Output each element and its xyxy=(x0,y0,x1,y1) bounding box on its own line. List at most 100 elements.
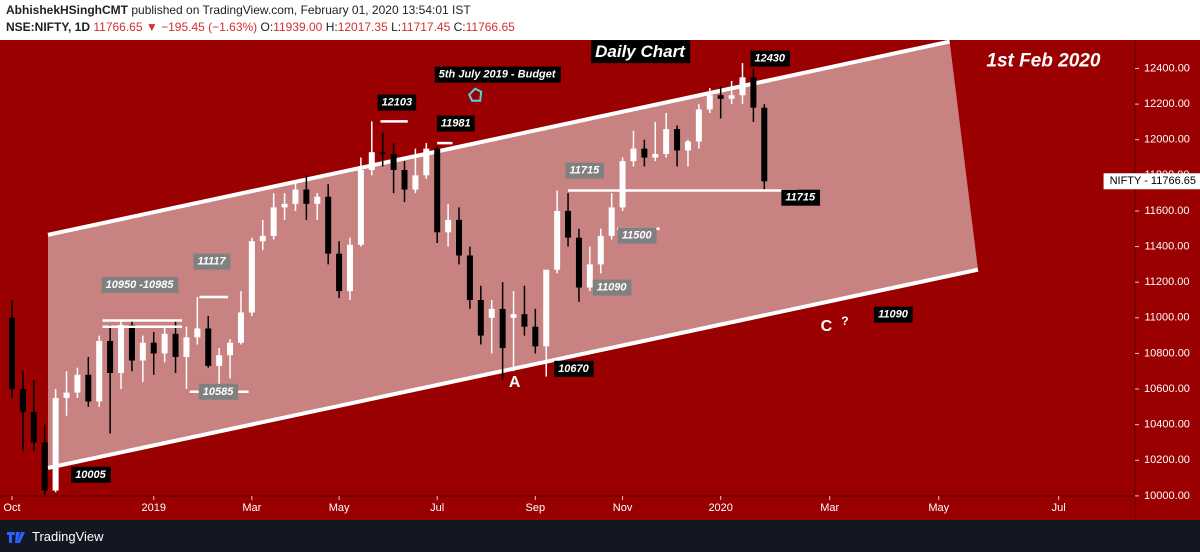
candle-body xyxy=(674,129,681,151)
annotation: 10670 xyxy=(558,363,589,375)
candle-body xyxy=(445,219,452,233)
candle-body xyxy=(248,241,255,313)
candle-body xyxy=(139,342,146,361)
candle-body xyxy=(346,244,353,292)
annotation: 11715 xyxy=(570,165,601,177)
candle-body xyxy=(194,328,201,338)
annotation-box xyxy=(565,162,605,179)
x-tick-label: Sep xyxy=(526,502,546,514)
candle-body xyxy=(466,255,473,300)
y-tick-label: 11200.00 xyxy=(1144,276,1189,288)
budget-icon xyxy=(467,87,483,102)
annotation-box xyxy=(434,66,561,83)
annotation-box xyxy=(198,383,239,400)
candle-body xyxy=(401,169,408,190)
candle-body xyxy=(586,264,593,288)
candle-body xyxy=(390,153,397,170)
candle-body xyxy=(237,312,244,343)
annotation-box xyxy=(436,115,475,132)
candle-body xyxy=(684,141,691,151)
annotation-box xyxy=(71,466,111,483)
ohlc-key: O: xyxy=(260,20,274,34)
y-tick-label: 10000.00 xyxy=(1144,490,1190,502)
candle-body xyxy=(706,95,713,110)
candle-body xyxy=(325,196,332,254)
candle-body xyxy=(565,210,572,238)
candle-body xyxy=(150,342,157,354)
ohlc-key: H: xyxy=(325,20,338,34)
annotation: 12103 xyxy=(382,97,413,109)
ohlc-value: 11939.00 xyxy=(273,20,323,34)
candle-body xyxy=(216,355,223,366)
annotation: 11090 xyxy=(597,282,628,294)
candle-body xyxy=(30,412,37,443)
y-tick-label: 12400.00 xyxy=(1144,62,1190,74)
candle-body xyxy=(543,269,550,347)
y-tick-label: 10200.00 xyxy=(1144,454,1190,466)
annotation: 10950 -10985 xyxy=(106,279,175,291)
candle-body xyxy=(205,328,212,366)
annotation: C xyxy=(821,318,833,335)
annotation: 11090 xyxy=(878,309,909,321)
candle-body xyxy=(477,299,484,336)
y-tick-label: 11400.00 xyxy=(1144,240,1189,252)
candle-body xyxy=(85,374,92,402)
y-tick-label: 11000.00 xyxy=(1144,312,1189,324)
candle-body xyxy=(96,340,103,402)
annotation: 1st Feb 2020 xyxy=(986,51,1100,72)
candle-body xyxy=(641,148,648,158)
ohlc: O:11939.00 H:12017.35 L:11717.45 C:11766… xyxy=(261,20,515,34)
annotation-box xyxy=(591,40,691,64)
annotation: 11117 xyxy=(197,256,226,268)
x-tick-label: Jul xyxy=(1052,502,1066,514)
candle-body xyxy=(41,442,48,491)
candle-body xyxy=(510,314,517,318)
candle-body xyxy=(292,189,299,204)
published: published on TradingView.com, February 0… xyxy=(131,3,471,17)
x-tick-label: May xyxy=(928,502,949,514)
candle-body xyxy=(118,324,125,374)
candle-body xyxy=(183,337,190,357)
channel-line xyxy=(47,40,951,237)
candle-body xyxy=(532,326,539,347)
y-tick-label: 12200.00 xyxy=(1144,98,1190,110)
annotation: 10005 xyxy=(75,469,106,481)
logo xyxy=(7,532,25,543)
candle-body xyxy=(19,389,26,413)
annotation-box xyxy=(554,360,594,377)
candle-body xyxy=(357,169,364,245)
candle-body xyxy=(750,77,757,108)
candle-body xyxy=(107,340,114,374)
candle-body xyxy=(761,107,768,182)
ohlc-value: 11766.65 xyxy=(465,20,515,34)
ohlc-value: 11717.45 xyxy=(401,20,451,34)
x-tick-label: 2019 xyxy=(141,502,165,514)
candle-body xyxy=(336,253,343,292)
x-tick-label: May xyxy=(329,502,350,514)
annotation-box xyxy=(617,227,657,244)
footer: TradingView xyxy=(0,520,1200,552)
candle-body xyxy=(521,314,528,327)
last-price: 11766.65 xyxy=(93,20,143,34)
annotation-box xyxy=(781,189,821,206)
candle-body xyxy=(161,333,168,354)
y-tick-label: 10400.00 xyxy=(1144,419,1190,431)
candle-body xyxy=(172,333,179,357)
candle-body xyxy=(74,374,81,393)
y-tick-label: 10600.00 xyxy=(1144,383,1190,395)
candle-body xyxy=(270,207,277,236)
candle-body xyxy=(597,235,604,265)
candle-body xyxy=(314,196,321,204)
annotation: 12430 xyxy=(754,53,785,65)
x-axis-background xyxy=(0,496,1135,520)
candle-body xyxy=(8,317,15,390)
candle-body xyxy=(412,175,419,190)
annotation: 10585 xyxy=(203,386,234,398)
x-tick-label: 2020 xyxy=(708,502,732,514)
annotation-box xyxy=(101,276,179,293)
header: AbhishekHSinghCMT published on TradingVi… xyxy=(0,0,1200,40)
annotation-box xyxy=(750,50,790,67)
x-tick-label: Mar xyxy=(820,502,839,514)
candle-body xyxy=(434,148,441,233)
